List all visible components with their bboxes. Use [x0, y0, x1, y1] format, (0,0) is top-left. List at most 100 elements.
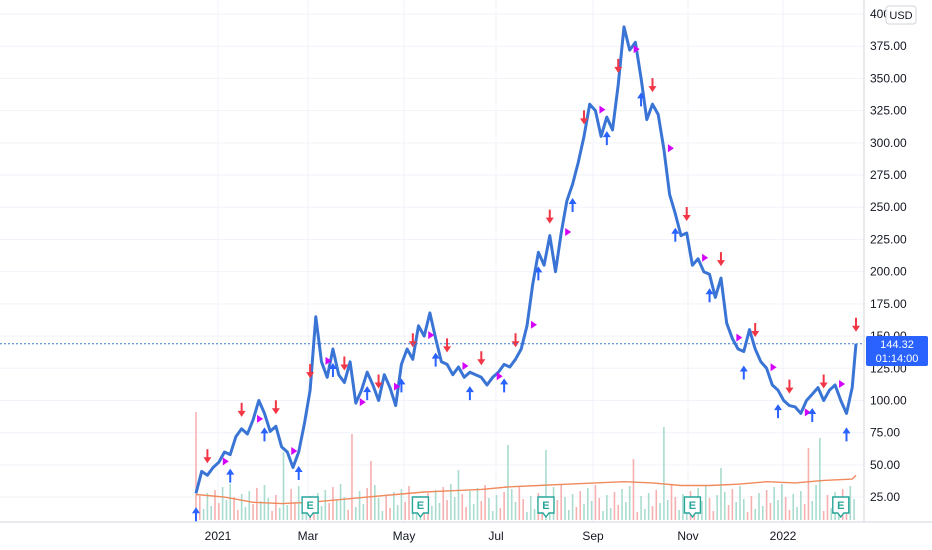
volume-bar: [587, 488, 589, 520]
buy-arrow-icon: [705, 288, 714, 303]
earnings-marker[interactable]: E: [537, 496, 555, 519]
volume-bar: [674, 497, 677, 520]
volume-bar: [727, 505, 730, 520]
volume-bar: [777, 500, 779, 520]
buy-arrow-icon: [774, 404, 783, 419]
volume-bar: [457, 470, 460, 520]
volume-bar: [811, 501, 814, 520]
volume-bar: [678, 510, 680, 520]
volume-bar: [613, 492, 616, 520]
volume-bar: [594, 485, 597, 520]
volume-bar: [507, 445, 509, 520]
volume-bar: [788, 510, 791, 520]
y-tick-label: 350.00: [870, 71, 907, 85]
volume-bar: [343, 497, 346, 520]
x-tick-label: 2021: [205, 529, 232, 543]
volume-bar: [723, 492, 726, 520]
earnings-marker-label: E: [306, 500, 313, 512]
earnings-marker[interactable]: E: [411, 496, 430, 519]
buy-arrow-icon: [534, 266, 543, 281]
volume-bar: [590, 501, 593, 520]
volume-bar: [267, 498, 270, 520]
buy-arrow-icon: [739, 365, 748, 380]
volume-bar: [476, 488, 479, 520]
volume-bar: [853, 499, 855, 520]
x-axis-ticks: 2021 Mar May Jul Sep Nov 2022: [205, 529, 797, 543]
sell-arrow-icon: [751, 322, 760, 337]
volume-bar: [347, 510, 349, 520]
y-tick-label: 300.00: [870, 136, 907, 150]
volume-bar: [849, 486, 852, 520]
volume-bar: [389, 508, 391, 520]
volume-bar: [332, 487, 334, 520]
volume-bar: [796, 507, 798, 520]
currency-button[interactable]: USD: [885, 5, 917, 25]
volume-bar: [819, 438, 821, 520]
volume-bar: [762, 506, 764, 520]
volume-bar: [716, 495, 718, 520]
buy-arrow-icon: [363, 386, 372, 401]
signal-triangle-icon: [770, 363, 777, 372]
volume-bar: [522, 499, 524, 520]
grid-lines: [0, 0, 864, 522]
volume-bar: [632, 459, 635, 520]
volume-bar: [328, 503, 330, 520]
x-tick-label: Jul: [488, 529, 503, 543]
sell-arrow-icon: [408, 333, 417, 348]
earnings-marker[interactable]: E: [683, 496, 702, 519]
sell-arrow-icon: [545, 209, 554, 224]
volume-bar: [518, 486, 521, 520]
volume-bar: [248, 491, 251, 520]
volume-bar: [229, 484, 232, 520]
volume-bar: [290, 489, 292, 520]
sell-arrow-icon: [340, 356, 349, 371]
volume-bar: [233, 497, 235, 520]
signal-triangle-icon: [394, 382, 401, 391]
sell-arrow-icon: [511, 333, 520, 348]
buy-arrow-icon: [568, 198, 577, 213]
volume-bar: [742, 499, 745, 520]
volume-bar: [218, 503, 220, 520]
volume-bar: [617, 505, 620, 520]
volume-bar: [663, 427, 665, 520]
volume-bar: [621, 489, 623, 520]
sell-arrow-icon: [477, 351, 486, 366]
earnings-marker[interactable]: E: [832, 496, 850, 519]
volume-bar: [682, 494, 684, 520]
volume-bar: [256, 488, 258, 520]
buy-arrow-icon: [808, 408, 817, 423]
volume-bar: [423, 509, 426, 520]
signal-triangle-icon: [291, 447, 298, 456]
buy-arrow-icon: [192, 507, 200, 522]
price-badge: 144.32 01:14:00: [866, 336, 928, 366]
volume-bar: [567, 510, 570, 520]
earnings-marker[interactable]: E: [301, 496, 319, 519]
buy-arrow-icon: [465, 386, 474, 401]
volume-bar: [826, 495, 829, 520]
volume-bar: [271, 511, 273, 520]
signal-triangle-icon: [222, 457, 229, 466]
volume-bar: [210, 506, 213, 520]
buy-arrow-icon: [671, 227, 680, 242]
y-tick-label: 50.00: [870, 458, 900, 472]
x-tick-label: Sep: [582, 529, 604, 543]
volume-bar: [628, 486, 631, 520]
volume-bar: [670, 484, 673, 520]
earnings-marker-label: E: [689, 500, 696, 512]
signal-triangle-icon: [736, 333, 743, 342]
volume-bar: [366, 488, 368, 520]
volume-bar: [240, 494, 243, 520]
volume-bar: [647, 493, 650, 520]
buy-arrow-icon: [294, 466, 303, 481]
earnings-marker-label: E: [837, 500, 844, 512]
y-tick-label: 325.00: [870, 104, 907, 118]
volume-bar: [381, 511, 384, 520]
volume-bar: [564, 497, 566, 520]
buy-arrow-icon: [500, 378, 509, 393]
volume-bar: [450, 484, 452, 520]
signal-triangle-icon: [428, 331, 435, 340]
volume-bar: [750, 496, 753, 520]
signal-triangle-icon: [530, 320, 537, 329]
